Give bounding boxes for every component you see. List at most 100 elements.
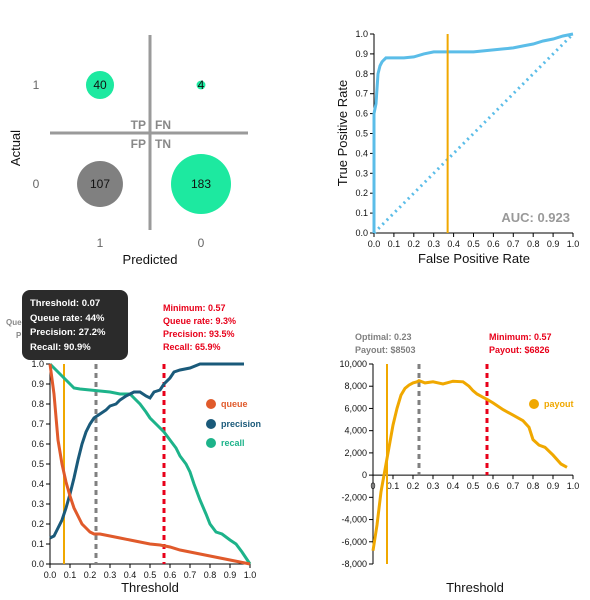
payout-min-line-1: Minimum: 0.57 (489, 332, 552, 342)
metrics-x-tick-label: 0.6 (164, 570, 177, 580)
payout-x-tick-label: 0.5 (467, 481, 480, 491)
cm-y-axis-label: Actual (8, 130, 23, 166)
cm-value-fp: 107 (90, 177, 110, 191)
tooltip-recall: Recall: 90.9% (30, 341, 91, 353)
roc-y-tick-label: 0.2 (355, 188, 368, 198)
payout-x-tick-label: 0.3 (427, 481, 440, 491)
payout-opt-line-1: Optimal: 0.23 (355, 332, 412, 342)
cm-row-label-0: 0 (33, 177, 40, 191)
payout-x-tick-label: 0 (370, 481, 375, 491)
metrics-x-tick-label: 0.3 (104, 570, 117, 580)
cm-bubble-fn (196, 80, 206, 90)
roc-x-tick-label: 0.0 (368, 239, 381, 249)
tooltip-threshold: Threshold: 0.07 (30, 298, 101, 309)
cm-bubble-tp (85, 70, 115, 100)
payout-legend: payout (529, 399, 574, 409)
metrics-x-tick-label: 0.8 (204, 570, 217, 580)
payout-y-tick-label: -2,000 (341, 492, 367, 502)
legend-payout-swatch (529, 399, 539, 409)
roc-y-tick-label: 0.3 (355, 168, 368, 178)
roc-x-tick-label: 0.3 (427, 239, 440, 249)
payout-series-line (371, 378, 568, 551)
roc-x-tick-label: 1.0 (567, 239, 580, 249)
metrics-x-tick-label: 0.2 (84, 570, 97, 580)
metrics-y-tick-label: 0.5 (31, 459, 44, 469)
metrics-legend: queue precision recall (206, 399, 261, 448)
payout-minimum-annotation: Minimum: 0.57 Payout: $6826 (489, 332, 552, 355)
payout-y-tick-label: -6,000 (341, 537, 367, 547)
metrics-min-line-4: Recall: 65.9% (163, 342, 221, 352)
payout-x-tick-label: 0.7 (507, 481, 520, 491)
roc-x-tick-label: 0.7 (507, 239, 520, 249)
metrics-x-tick-label: 1.0 (244, 570, 257, 580)
metrics-x-tick-label: 0.4 (124, 570, 137, 580)
cm-row-label-1: 1 (33, 78, 40, 92)
queue-series-line (48, 363, 251, 566)
metrics-x-tick-label: 0.9 (224, 570, 237, 580)
metrics-y-tick-label: 0.8 (31, 399, 44, 409)
metrics-y-tick-label: 0.4 (31, 479, 44, 489)
metrics-x-tick-label: 0.7 (184, 570, 197, 580)
hover-tooltip: Threshold: 0.07 Queue rate: 44% Precisio… (22, 290, 128, 360)
payout-chart: -8,000-6,000-4,000-2,00002,0004,0006,000… (339, 332, 579, 595)
payout-y-tick-label: -4,000 (341, 515, 367, 525)
cm-quadrant-fn: FN (155, 118, 171, 132)
recall-series-line (48, 362, 252, 565)
clipped-precision-label: P (16, 331, 22, 340)
confusion-matrix: 1 0 1 0 Actual Predicted TP FN FP TN 40 4… (8, 35, 248, 267)
payout-x-tick-label: 0.2 (407, 481, 420, 491)
legend-precision-label: precision (221, 419, 261, 429)
payout-x-tick-label: 1.0 (567, 481, 580, 491)
metrics-min-line-1: Minimum: 0.57 (163, 303, 226, 313)
roc-y-tick-label: 0.0 (355, 228, 368, 238)
legend-queue-swatch (206, 399, 216, 409)
roc-y-tick-label: 0.5 (355, 129, 368, 139)
metrics-axes: 0.0 0.1 0.2 0.3 0.4 0.5 0.6 0.7 0.8 0.9 1.0 0.0 0.1 0… (31, 359, 256, 580)
roc-y-tick-label: 0.6 (355, 109, 368, 119)
cm-bubble-fp (77, 161, 123, 207)
metrics-min-line-3: Precision: 93.5% (163, 329, 235, 339)
metrics-y-tick-label: 0.1 (31, 539, 44, 549)
roc-x-tick-label: 0.2 (408, 239, 421, 249)
precision-series-line (49, 362, 244, 540)
cm-bubble-tn (171, 154, 231, 214)
roc-x-tick-label: 0.5 (467, 239, 480, 249)
cm-quadrant-fp: FP (131, 137, 146, 151)
legend-queue-label: queue (221, 399, 248, 409)
metrics-x-tick-label: 0.1 (64, 570, 77, 580)
payout-y-tick-label: 2,000 (344, 448, 367, 458)
payout-min-line-2: Payout: $6826 (489, 345, 550, 355)
cm-value-tn: 183 (191, 177, 211, 191)
metrics-y-tick-label: 0.6 (31, 439, 44, 449)
payout-y-tick-label: 4,000 (344, 426, 367, 436)
cm-value-fn: 4 (198, 78, 205, 92)
metrics-y-tick-label: 0.7 (31, 419, 44, 429)
metrics-y-tick-label: 1.0 (31, 359, 44, 369)
metrics-x-tick-label: 0.5 (144, 570, 157, 580)
roc-y-tick-label: 0.1 (355, 208, 368, 218)
cm-value-tp: 40 (93, 78, 107, 92)
roc-y-tick-label: 0.7 (355, 89, 368, 99)
clipped-queue-label: Que (6, 318, 22, 327)
metrics-y-tick-label: 0.2 (31, 519, 44, 529)
roc-x-axis-label: False Positive Rate (418, 251, 530, 266)
metrics-minimum-annotation: Minimum: 0.57 Queue rate: 9.3% Precision… (163, 303, 236, 352)
payout-axes: -8,000-6,000-4,000-2,00002,0004,0006,000… (339, 359, 579, 569)
roc-y-tick-label: 0.9 (355, 49, 368, 59)
roc-chart: 0.0 0.1 0.2 0.3 0.4 0.5 0.6 0.7 0.8 0.9 1.0 0.0 0.1 0… (335, 29, 579, 266)
roc-curve (372, 32, 574, 233)
cm-quadrant-tp: TP (131, 118, 146, 132)
legend-precision-swatch (206, 419, 216, 429)
roc-y-tick-label: 0.8 (355, 69, 368, 79)
metrics-chart: 0.0 0.1 0.2 0.3 0.4 0.5 0.6 0.7 0.8 0.9 1.0 0.0 0.1 0… (31, 303, 261, 595)
cm-col-label-1: 1 (97, 236, 104, 250)
tooltip-queue-rate: Queue rate: 44% (30, 312, 105, 324)
payout-x-tick-label: 0.6 (487, 481, 500, 491)
payout-y-tick-label: 8,000 (344, 381, 367, 391)
payout-opt-line-2: Payout: $8503 (355, 345, 416, 355)
roc-y-tick-label: 0.4 (355, 148, 368, 158)
cm-x-axis-label: Predicted (123, 252, 178, 267)
payout-x-tick-label: 0.1 (387, 481, 400, 491)
roc-x-tick-label: 0.8 (527, 239, 540, 249)
